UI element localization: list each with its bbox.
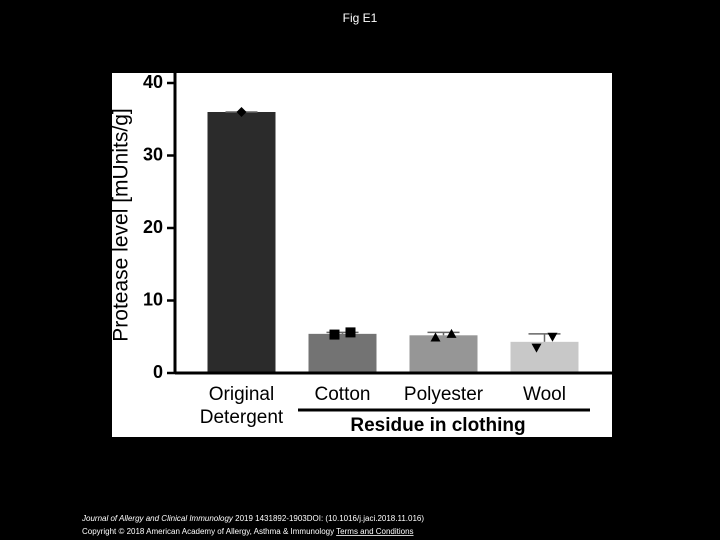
y-tick-label: 0 [153, 362, 163, 382]
data-point [345, 327, 356, 338]
bar [409, 335, 478, 373]
x-tick-label-line: Original [209, 384, 274, 405]
journal: Journal of Allergy and Clinical Immunolo… [81, 514, 234, 523]
y-axis-label: Protease level [mUnits/g] [110, 108, 133, 341]
x-tick-label: Cotton [315, 384, 371, 405]
chart-panel [112, 73, 612, 437]
x-tick-label-line: Cotton [315, 384, 371, 405]
y-tick-label: 30 [143, 144, 163, 164]
slide-title: Fig E1 [343, 11, 378, 25]
citation-text: 2019 1431892-1903DOI: (10.1016/j.jaci.20… [235, 514, 424, 523]
bar [510, 341, 579, 373]
bar [207, 112, 276, 373]
y-tick-label: 10 [143, 289, 163, 309]
data-point [446, 328, 457, 338]
data-point [329, 329, 340, 340]
terms-link[interactable]: Terms and Conditions [336, 527, 413, 536]
data-point [430, 332, 441, 342]
copyright-text: Copyright © 2018 American Academy of All… [82, 527, 334, 536]
x-tick-label-line: Polyester [404, 384, 484, 405]
x-tick-label-line: Wool [523, 384, 566, 405]
data-point [236, 107, 247, 117]
data-point [547, 332, 558, 342]
y-tick-label: 20 [143, 217, 163, 237]
x-tick-label: Wool [523, 384, 566, 405]
bar [308, 333, 377, 373]
citation: Journal of Allergy and Clinical Immunolo… [81, 514, 424, 523]
y-tick-label: 40 [143, 72, 163, 92]
data-point [531, 343, 542, 353]
x-axis-label: Residue in clothing [350, 415, 525, 436]
x-tick-label-line: Detergent [200, 407, 284, 428]
x-tick-label: Original Detergent [200, 384, 284, 428]
x-tick-label: Polyester [404, 384, 484, 405]
copyright: Copyright © 2018 American Academy of All… [82, 527, 414, 536]
